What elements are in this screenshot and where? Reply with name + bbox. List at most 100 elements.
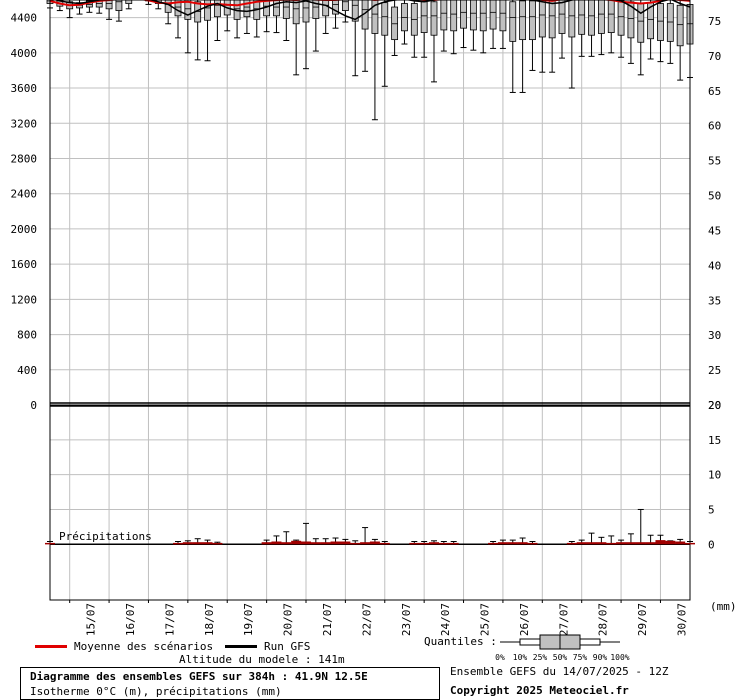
precip-bar — [202, 539, 213, 545]
precip-bar — [576, 539, 587, 545]
left-tick-label: 4000 — [11, 47, 38, 60]
ensemble-box — [351, 0, 359, 77]
box-body — [213, 0, 221, 18]
box-body — [401, 3, 408, 32]
precip-bar — [625, 533, 636, 545]
ensemble-box — [676, 0, 684, 81]
box-body — [607, 0, 615, 33]
x-tick-label: 20/07 — [282, 603, 295, 636]
quantile-box-lower — [519, 638, 541, 646]
precip-tick-label: 0 — [708, 538, 715, 551]
box-body — [174, 0, 182, 17]
info-box: Diagramme des ensembles GEFS sur 384h : … — [20, 667, 440, 700]
quantile-tick-label: 90% — [593, 653, 608, 662]
precip-tick-label: 5 — [708, 503, 715, 516]
quantile-tick-label: 25% — [533, 653, 548, 662]
ensemble-box — [460, 0, 467, 49]
x-tick-label: 28/07 — [597, 603, 610, 636]
ensemble-box — [420, 0, 428, 58]
left-tick-label: 3200 — [11, 117, 38, 130]
ensemble-box — [430, 0, 438, 83]
left-tick-label: 400 — [17, 364, 37, 377]
box-body — [282, 0, 290, 19]
ensemble-box — [76, 0, 83, 15]
box-body — [440, 0, 448, 31]
ensemble-box — [450, 0, 458, 55]
precip-bar-fill — [655, 540, 666, 545]
precip-bar-fill — [202, 542, 213, 545]
precip-bar — [419, 541, 430, 545]
upper-panel-frame — [49, 0, 691, 406]
ensemble-box — [204, 0, 211, 62]
box-body — [588, 0, 595, 36]
x-tick-label: 25/07 — [479, 603, 492, 636]
precip-bar — [310, 538, 321, 545]
precip-bar-fill — [340, 541, 351, 545]
precip-bar — [429, 540, 439, 545]
precip-bar — [606, 535, 617, 545]
ensemble-box — [371, 0, 379, 121]
precip-bar-fill — [419, 542, 430, 545]
precip-bar — [340, 538, 351, 545]
ensemble-box — [312, 0, 320, 52]
precip-bar — [192, 538, 203, 545]
precip-bar — [675, 538, 686, 545]
precip-bar-fill — [173, 542, 183, 545]
ensemble-box — [273, 0, 280, 34]
box-body — [558, 0, 566, 34]
box-body — [578, 0, 586, 35]
precip-bar-fill — [212, 542, 223, 545]
quantile-tick-label: 100% — [610, 653, 629, 662]
box-body — [499, 0, 507, 32]
precip-bar-fill — [379, 542, 390, 545]
precip-bar — [438, 541, 449, 545]
precip-bar — [616, 539, 627, 545]
ensemble-box — [361, 0, 369, 72]
copyright-label: Copyright 2025 Meteociel.fr — [450, 684, 629, 697]
precip-bar — [350, 540, 361, 545]
box-body — [469, 0, 477, 31]
x-tick-label: 19/07 — [242, 603, 255, 636]
right-tick-label: 35 — [708, 294, 721, 307]
x-tick-label: 17/07 — [163, 603, 176, 636]
right-tick-label: 25 — [708, 364, 721, 377]
precip-bar — [320, 538, 331, 545]
mean-legend-swatch — [35, 645, 67, 648]
x-tick-label: 26/07 — [518, 603, 531, 636]
altitude-label: Altitude du modele : 141m — [179, 653, 345, 666]
chart-subtitle: Isotherme 0°C (m), précipitations (mm) — [30, 685, 282, 698]
ensemble-box — [341, 0, 349, 23]
precip-bar — [379, 541, 390, 545]
box-body — [164, 0, 172, 13]
precip-bar — [655, 534, 666, 545]
precip-bar-fill — [606, 542, 617, 545]
ensemble-box — [401, 0, 408, 45]
box-body — [489, 0, 497, 30]
left-tick-label: 1600 — [11, 258, 38, 271]
precip-bar — [517, 537, 528, 545]
box-body — [460, 0, 467, 29]
precip-bar — [271, 535, 282, 545]
x-tick-label: 23/07 — [400, 603, 413, 636]
right-tick-label: 30 — [708, 329, 721, 342]
precip-tick-label: 10 — [708, 469, 721, 482]
ensemble-box — [243, 0, 251, 34]
box-body — [519, 0, 527, 41]
precip-bar-fill — [360, 542, 371, 545]
precip-bar-fill — [429, 542, 439, 545]
precip-bar — [497, 539, 508, 545]
ensemble-box — [469, 0, 477, 51]
ensemble-box — [391, 0, 399, 56]
ensemble-box — [666, 0, 674, 64]
right-tick-label: 75 — [708, 15, 721, 28]
ensemble-box — [627, 0, 635, 64]
precip-bar-fill — [645, 542, 656, 545]
quantile-tick-label: 0% — [495, 653, 505, 662]
ensemble-box — [292, 0, 300, 76]
precip-bar — [685, 541, 695, 545]
x-tick-label: 30/07 — [675, 603, 688, 636]
ensemble-box — [125, 0, 133, 10]
box-body — [115, 0, 123, 11]
left-tick-label: 3600 — [11, 82, 38, 95]
precip-bar — [635, 508, 646, 545]
